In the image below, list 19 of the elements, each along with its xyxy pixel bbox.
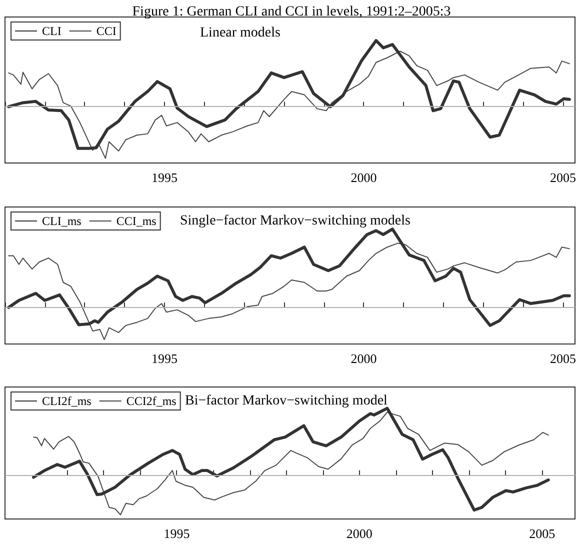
x-tick-label: 2000 — [346, 526, 372, 541]
x-tick-label: 2005 — [550, 170, 576, 185]
x-tick-label: 2000 — [350, 351, 377, 366]
chart-title: Figure 1: German CLI and CCI in levels, 1991:2–2005:3 — [132, 4, 451, 20]
x-tick-label: 2005 — [529, 526, 556, 541]
legend-label: CLI_ms — [42, 214, 82, 228]
x-tick-label: 2005 — [550, 351, 576, 366]
x-tick-label: 2000 — [350, 170, 377, 185]
legend-label: CCI2f_ms — [126, 394, 177, 408]
chart-subtitle: Linear models — [200, 26, 280, 40]
chart-title: Single−factor Markov−switching models — [180, 214, 410, 228]
x-tick-label: 1995 — [151, 351, 178, 366]
legend-label: CCI_ms — [116, 214, 157, 228]
legend-label: CLI — [42, 24, 62, 38]
x-tick-label: 1995 — [164, 526, 190, 541]
chart-title: Bi−factor Markov−switching model — [185, 394, 388, 408]
legend-label: CCI — [96, 24, 116, 38]
x-tick-label: 1995 — [151, 170, 178, 185]
legend-label: CLI2f_ms — [42, 394, 92, 408]
